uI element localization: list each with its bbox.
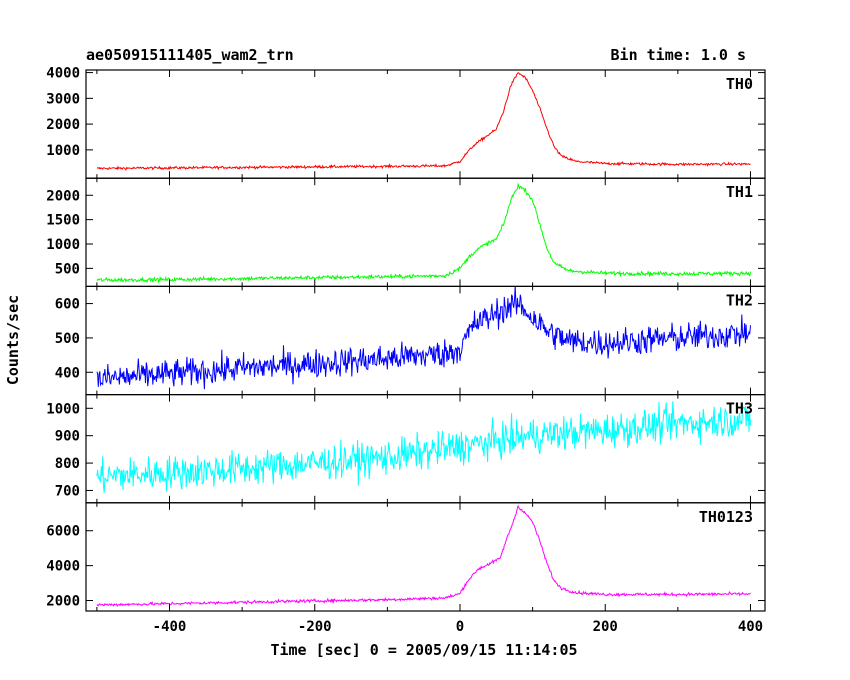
series-label: TH0123	[699, 508, 753, 526]
x-tick-label: -200	[298, 619, 332, 635]
series-label: TH0	[726, 75, 753, 93]
series-line-th0123	[96, 504, 751, 608]
panel-th2: 400 500 600 TH2	[55, 285, 766, 396]
y-tick-label: 1000	[46, 401, 80, 417]
panel-frame	[85, 502, 766, 612]
y-tick-label: 1000	[46, 237, 80, 253]
chart-title: ae050915111405_wam2_trn	[86, 46, 294, 64]
panel-frame	[85, 69, 766, 179]
x-axis: -400 -200 0 200 400	[153, 619, 763, 635]
bin-time-label: Bin time: 1.0 s	[611, 46, 746, 64]
x-axis-label: Time [sec] 0 = 2005/09/15 11:14:05	[270, 641, 577, 659]
x-tick-label: 200	[593, 619, 618, 635]
panel-frame	[85, 177, 766, 287]
y-tick-label: 3000	[46, 91, 80, 107]
y-tick-label: 4000	[46, 66, 80, 82]
y-tick-label: 800	[55, 456, 80, 472]
series-label: TH3	[726, 400, 753, 418]
y-axis-label: Counts/sec	[4, 295, 22, 385]
y-tick-label: 6000	[46, 524, 80, 540]
x-tick-label: 0	[456, 619, 464, 635]
y-tick-label: 1000	[46, 143, 80, 159]
series-line-th0	[96, 72, 751, 171]
y-tick-label: 1500	[46, 213, 80, 229]
y-tick-label: 2000	[46, 594, 80, 610]
series-label: TH2	[726, 291, 753, 309]
y-tick-label: 500	[55, 261, 80, 277]
y-tick-label: 2000	[46, 188, 80, 204]
series-line-th2	[96, 286, 751, 390]
series-line-th3	[96, 401, 751, 493]
x-tick-label: -400	[153, 619, 187, 635]
y-tick-label: 400	[55, 365, 80, 381]
panel-th0123: 2000 4000 6000 TH0123	[46, 502, 766, 612]
x-tick-label: 400	[738, 619, 763, 635]
y-tick-label: 500	[55, 331, 80, 347]
panel-th0: 1000 2000 3000 4000 TH0	[46, 66, 766, 179]
panel-th3: 700 800 900 1000 TH3	[46, 394, 766, 504]
y-tick-label: 700	[55, 483, 80, 499]
series-line-th1	[96, 182, 751, 284]
series-label: TH1	[726, 183, 753, 201]
panel-th1: 500 1000 1500 2000 TH1	[46, 177, 766, 287]
y-tick-label: 600	[55, 297, 80, 313]
y-tick-label: 900	[55, 429, 80, 445]
panels-group: 1000 2000 3000 4000 TH0 500 1000 1500 2000 TH1 400…	[46, 66, 766, 612]
y-tick-label: 2000	[46, 117, 80, 133]
y-tick-label: 4000	[46, 559, 80, 575]
